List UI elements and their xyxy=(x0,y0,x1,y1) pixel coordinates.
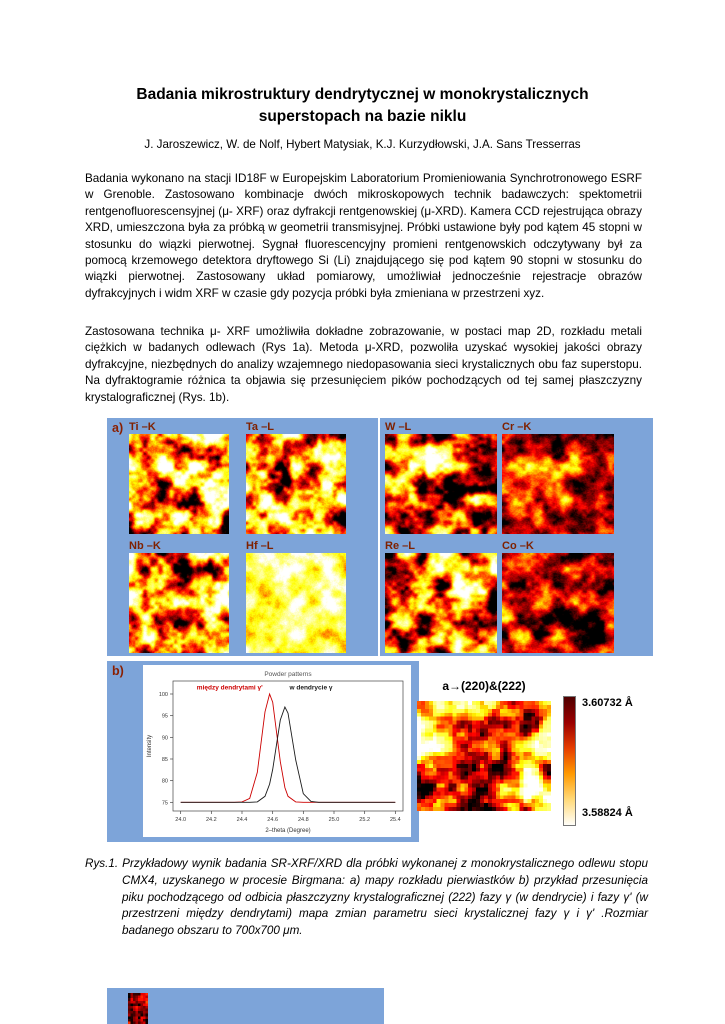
svg-text:25.2: 25.2 xyxy=(359,817,370,823)
svg-text:100: 100 xyxy=(159,692,168,698)
powder-pattern-plot: Powder patterns 24.0 24.2 24.4 24.6 24.8 25.0 2… xyxy=(143,665,411,837)
xrf-map-cr-k xyxy=(502,434,614,534)
next-figure-thumbnail xyxy=(128,993,148,1024)
xrf-map-co-k xyxy=(502,553,614,653)
lattice-map-title: a→(220)&(222) xyxy=(442,679,526,693)
panel-a-right-box: W –L Cr –K Re –L Co –K xyxy=(380,418,653,656)
xrf-map-ti-k xyxy=(129,434,229,534)
svg-text:Powder patterns: Powder patterns xyxy=(264,671,312,678)
map-cell-hf: Hf –L xyxy=(246,539,361,653)
svg-text:95: 95 xyxy=(162,714,168,720)
svg-text:24.8: 24.8 xyxy=(298,817,309,823)
map-cell-ta: Ta –L xyxy=(246,420,361,534)
map-label-ta-l: Ta –L xyxy=(246,421,274,433)
next-figure-strip xyxy=(107,988,384,1024)
svg-text:75: 75 xyxy=(162,800,168,806)
map-cell-re: Re –L xyxy=(385,539,500,653)
figure-caption: Rys.1. Przykładowy wynik badania SR-XRF/… xyxy=(85,857,648,938)
map-label-re-l: Re –L xyxy=(385,540,415,552)
map-label-w-l: W –L xyxy=(385,421,412,433)
svg-text:90: 90 xyxy=(162,735,168,741)
svg-text:między dendrytami γ': między dendrytami γ' xyxy=(197,685,263,692)
paragraph-methods: Badania wykonano na stacji ID18F w Europ… xyxy=(85,172,642,300)
map-cell-ti: Ti –K xyxy=(129,420,244,534)
colorbar-min-value: 3.58824 Å xyxy=(582,807,633,819)
map-label-cr-k: Cr –K xyxy=(502,421,532,433)
panel-b-box: b) Powder patterns 24.0 24.2 24.4 24.6 24.8 25… xyxy=(107,661,419,842)
paragraph-results: Zastosowana technika μ- XRF umożliwiła d… xyxy=(85,325,642,404)
map-label-hf-l: Hf –L xyxy=(246,540,274,552)
paper-title: Badania mikrostruktury dendrytycznej w m… xyxy=(0,84,725,127)
map-label-ti-k: Ti –K xyxy=(129,421,156,433)
xrf-map-hf-l xyxy=(246,553,346,653)
svg-text:24.6: 24.6 xyxy=(267,817,278,823)
title-line-1: Badania mikrostruktury dendrytycznej w m… xyxy=(136,86,589,103)
xrf-map-w-l xyxy=(385,434,497,534)
map-label-nb-k: Nb –K xyxy=(129,540,161,552)
svg-text:85: 85 xyxy=(162,757,168,763)
lattice-colorbar xyxy=(563,696,576,826)
lattice-parameter-map xyxy=(417,701,551,811)
svg-text:25.0: 25.0 xyxy=(329,817,340,823)
map-cell-nb: Nb –K xyxy=(129,539,244,653)
svg-text:24.0: 24.0 xyxy=(175,817,186,823)
xrf-map-nb-k xyxy=(129,553,229,653)
svg-text:2–theta (Degree): 2–theta (Degree) xyxy=(265,828,310,834)
svg-text:25.4: 25.4 xyxy=(390,817,401,823)
colorbar-max-value: 3.60732 Å xyxy=(582,697,633,709)
svg-text:24.4: 24.4 xyxy=(237,817,248,823)
svg-text:80: 80 xyxy=(162,779,168,785)
panel-a-label: a) xyxy=(112,421,124,435)
svg-text:24.2: 24.2 xyxy=(206,817,217,823)
map-cell-co: Co –K xyxy=(502,539,617,653)
authors-line: J. Jaroszewicz, W. de Nolf, Hybert Matys… xyxy=(144,138,581,151)
panel-a-left-box: a) Ti –K Ta –L Nb –K Hf –L xyxy=(107,418,378,656)
xrf-map-re-l xyxy=(385,553,497,653)
svg-text:Intensity: Intensity xyxy=(147,735,153,757)
map-label-co-k: Co –K xyxy=(502,540,534,552)
map-cell-cr: Cr –K xyxy=(502,420,617,534)
title-line-2: superstopach na bazie niklu xyxy=(258,107,467,125)
svg-text:w dendrycie γ: w dendrycie γ xyxy=(289,685,333,692)
xrf-map-ta-l xyxy=(246,434,346,534)
map-cell-w: W –L xyxy=(385,420,500,534)
panel-b-label: b) xyxy=(112,664,124,678)
